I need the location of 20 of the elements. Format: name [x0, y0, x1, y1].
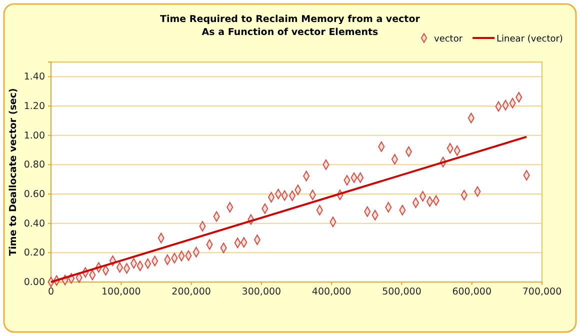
y-tick-label: 0.80: [24, 160, 45, 171]
x-tick-label: 700,000: [522, 286, 562, 298]
y-tick-label: 0.20: [24, 248, 45, 259]
y-tick-label: 1.20: [24, 101, 45, 112]
x-tick-label: 600,000: [452, 286, 492, 298]
x-tick-label: 500,000: [382, 286, 422, 298]
y-tick-label: 0.60: [24, 189, 45, 200]
legend-label: vector: [434, 34, 463, 44]
y-tick-label: 0.40: [24, 218, 45, 230]
y-tick-label: 1.00: [24, 130, 45, 142]
x-tick-label: 400,000: [312, 286, 352, 298]
chart-title: Time Required to Reclaim Memory from a vector As a Function of vector Elements: [160, 14, 420, 38]
y-tick-label: 1.40: [24, 72, 45, 83]
legend-label: Linear (vector): [496, 34, 563, 44]
x-tick-label: 200,000: [172, 286, 211, 298]
x-tick-label: 0: [48, 286, 54, 298]
y-tick-label: 0.00: [24, 277, 45, 288]
x-tick-label: 300,000: [242, 286, 282, 298]
y-axis-title: Time to Deallocate vector (sec): [8, 88, 19, 256]
x-tick-label: 100,000: [101, 286, 141, 298]
